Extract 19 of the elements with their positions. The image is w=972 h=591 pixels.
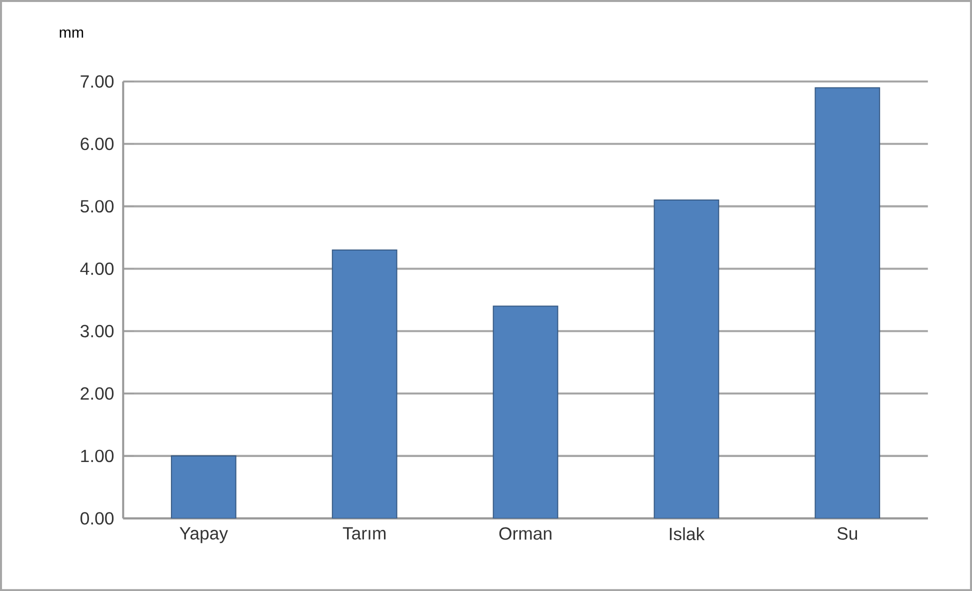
y-tick-label: 2.00 <box>80 387 114 400</box>
bar <box>492 306 558 518</box>
y-tick-label: 7.00 <box>80 75 114 88</box>
x-tick-label: Su <box>837 527 858 540</box>
y-tick-label: 4.00 <box>80 262 114 275</box>
x-tick-label: Tarım <box>342 527 386 540</box>
y-tick-label: 6.00 <box>80 138 114 150</box>
bar <box>814 87 880 518</box>
x-tick-label: Orman <box>499 527 552 540</box>
y-tick-label: 1.00 <box>81 450 114 462</box>
x-tick-label: Islak <box>670 527 705 540</box>
bar <box>332 249 398 518</box>
y-tick-label: 5.00 <box>80 200 114 212</box>
bar <box>170 455 236 518</box>
x-tick-label: Yapay <box>180 527 228 544</box>
y-tick-label: 0.00 <box>80 512 114 524</box>
bar <box>654 199 720 518</box>
y-tick-label: 3.00 <box>80 324 114 338</box>
y-axis-title: mm <box>60 29 84 38</box>
